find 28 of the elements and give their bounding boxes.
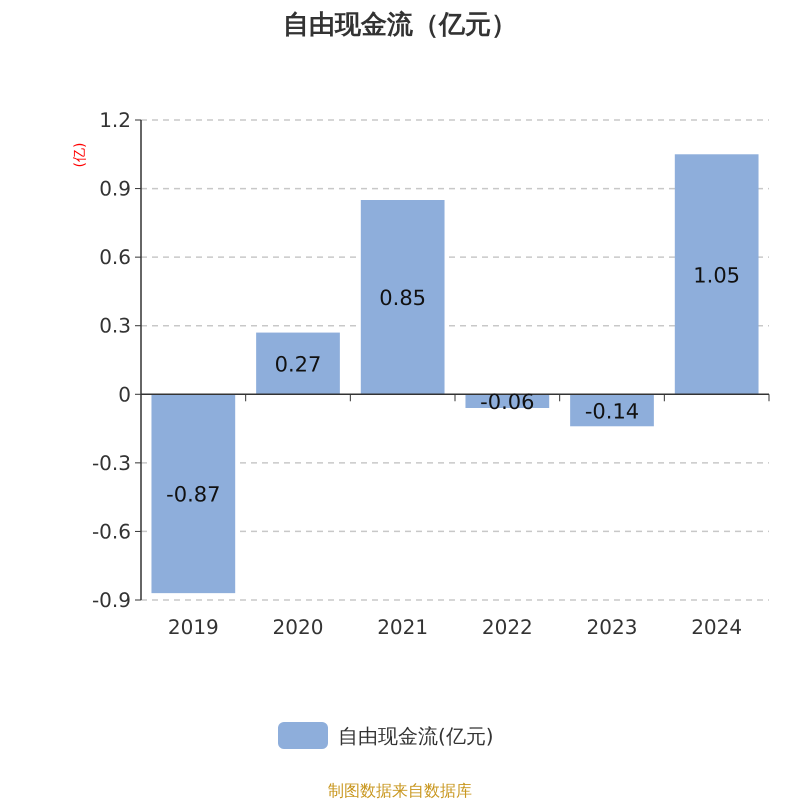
y-axis-title: (亿) <box>72 142 88 168</box>
legend-label: 自由现金流(亿元) <box>338 724 494 748</box>
y-tick-label: 0.3 <box>99 314 131 338</box>
y-tick-label: -0.6 <box>92 519 131 544</box>
data-label: 0.85 <box>379 286 426 310</box>
data-label: -0.06 <box>480 390 535 414</box>
chart-title: 自由现金流（亿元） <box>283 10 517 40</box>
x-tick-label: 2024 <box>691 615 742 639</box>
data-label: 0.27 <box>274 352 322 376</box>
x-tick-label: 2020 <box>272 615 324 639</box>
data-label: -0.14 <box>584 399 640 424</box>
x-tick-label: 2019 <box>168 615 219 639</box>
x-tick-label: 2022 <box>482 615 533 639</box>
bar <box>360 200 445 394</box>
y-tick-label: 0 <box>118 382 131 406</box>
y-tick-label: -0.3 <box>92 450 131 475</box>
bar <box>674 154 759 394</box>
bar <box>151 394 236 594</box>
y-tick-label: 1.2 <box>99 108 131 132</box>
x-tick-label: 2023 <box>586 615 638 639</box>
y-tick-label: 0.9 <box>99 176 131 201</box>
data-label: 1.05 <box>693 263 740 288</box>
y-tick-label: -0.9 <box>92 588 131 612</box>
data-label: -0.87 <box>166 482 221 507</box>
y-tick-label: 0.6 <box>99 245 131 270</box>
text: 制图数据来自数据库 <box>328 781 472 800</box>
bar <box>256 332 340 394</box>
x-tick-label: 2021 <box>377 615 428 639</box>
